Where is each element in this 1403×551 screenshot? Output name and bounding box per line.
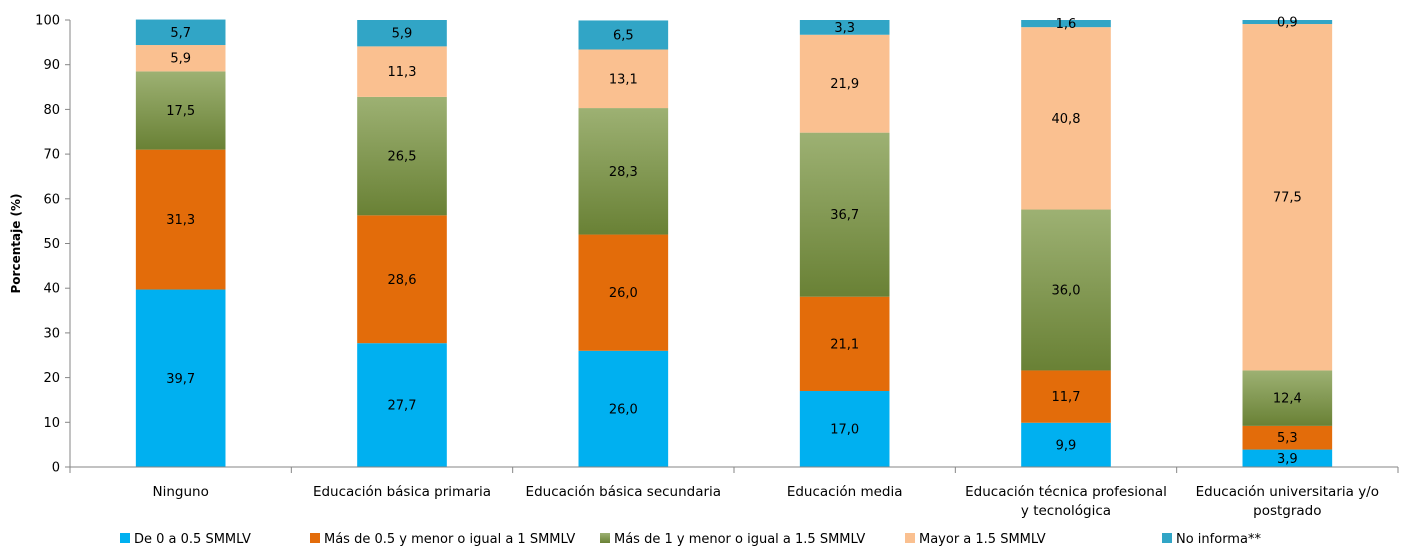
legend-swatch (600, 533, 610, 543)
y-tick-label: 70 (43, 148, 60, 163)
bar-segment-educacion-media-2 (799, 296, 890, 392)
data-label: 3,9 (1277, 452, 1298, 467)
x-category-label: Educación básica secundaria (526, 484, 722, 500)
bar-segment-educacion-universitaria-y-o-postgrado-3 (1242, 370, 1333, 426)
y-tick-label: 0 (52, 461, 60, 476)
data-label: 39,7 (166, 372, 195, 387)
data-label: 5,9 (170, 52, 191, 67)
data-label: 26,0 (609, 402, 638, 417)
data-label: 5,3 (1277, 431, 1298, 446)
legend-item: Más de 0.5 y menor o igual a 1 SMMLV (310, 532, 575, 547)
data-label: 11,3 (388, 65, 417, 80)
data-label: 36,0 (1052, 283, 1081, 298)
bar-segment-educacion-basica-primaria-4 (357, 46, 447, 97)
bar-segment-ninguno-4 (135, 45, 226, 72)
bar-segment-educacion-tecnica-profesional-y-tecnologica-2 (1021, 370, 1111, 423)
data-label: 31,3 (166, 213, 195, 228)
bar-segment-ninguno-5 (135, 19, 226, 46)
legend-label: Más de 1 y menor o igual a 1.5 SMMLV (614, 532, 865, 547)
bar-segment-ninguno-2 (135, 149, 226, 290)
data-label: 40,8 (1052, 112, 1081, 127)
x-category-label: Educación técnica profesional y tecnológi… (965, 484, 1167, 519)
data-label: 13,1 (609, 72, 638, 87)
data-label: 6,5 (613, 28, 634, 43)
data-label: 5,7 (170, 26, 191, 41)
data-label: 0,9 (1277, 16, 1298, 31)
bar-segment-educacion-tecnica-profesional-y-tecnologica-1 (1021, 422, 1111, 467)
data-label: 11,7 (1052, 390, 1081, 405)
bar-segment-educacion-basica-secundaria-3 (578, 108, 669, 235)
legend-label: De 0 a 0.5 SMMLV (134, 532, 251, 547)
data-label: 26,5 (388, 150, 417, 165)
bar-segment-ninguno-3 (135, 71, 226, 150)
bar-segment-educacion-basica-primaria-1 (357, 343, 447, 467)
y-tick-label: 90 (43, 58, 60, 73)
x-category-label: Educación básica primaria (313, 484, 491, 500)
data-label: 28,6 (388, 273, 417, 288)
bar-segment-educacion-universitaria-y-o-postgrado-4 (1242, 24, 1333, 371)
legend-item: Mayor a 1.5 SMMLV (905, 532, 1046, 547)
bar-segment-educacion-basica-secundaria-1 (578, 350, 669, 467)
legend-item: Más de 1 y menor o igual a 1.5 SMMLV (600, 532, 865, 547)
bar-segment-educacion-tecnica-profesional-y-tecnologica-4 (1021, 27, 1111, 210)
bar-segment-educacion-universitaria-y-o-postgrado-5 (1242, 20, 1333, 25)
bar-segment-educacion-tecnica-profesional-y-tecnologica-3 (1021, 209, 1111, 371)
data-label: 3,3 (834, 21, 855, 36)
bar-segment-educacion-universitaria-y-o-postgrado-1 (1242, 449, 1333, 467)
bar-segment-educacion-basica-primaria-3 (357, 96, 447, 216)
legend-label: No informa** (1176, 532, 1261, 547)
bar-segment-educacion-basica-secundaria-5 (578, 20, 669, 50)
legend-item: No informa** (1162, 532, 1261, 547)
bar-segment-educacion-basica-secundaria-2 (578, 234, 669, 351)
x-category-label: Ninguno (152, 484, 208, 500)
x-category-label: Educación universitaria y/o postgrado (1196, 484, 1379, 519)
data-label: 1,6 (1056, 17, 1077, 32)
legend-swatch (905, 533, 915, 543)
y-tick-label: 10 (43, 416, 60, 431)
y-tick-label: 40 (43, 282, 60, 297)
bar-segment-educacion-media-4 (799, 34, 890, 133)
data-label: 77,5 (1273, 191, 1302, 206)
legend-label: Más de 0.5 y menor o igual a 1 SMMLV (324, 532, 575, 547)
bar-segment-ninguno-1 (135, 289, 226, 467)
bar-segment-educacion-tecnica-profesional-y-tecnologica-5 (1021, 20, 1111, 28)
data-label: 27,7 (388, 399, 417, 414)
legend-swatch (1162, 533, 1172, 543)
data-label: 21,1 (830, 337, 859, 352)
data-label: 17,0 (830, 423, 859, 438)
data-label: 17,5 (166, 104, 195, 119)
y-axis-title: Porcentaje (%) (9, 193, 23, 293)
bar-segment-educacion-basica-secundaria-4 (578, 49, 669, 109)
data-label: 28,3 (609, 165, 638, 180)
bar-segment-educacion-media-5 (799, 20, 890, 35)
data-label: 21,9 (830, 77, 859, 92)
bar-segment-educacion-basica-primaria-2 (357, 215, 447, 344)
y-tick-label: 30 (43, 326, 60, 341)
bar-segment-educacion-basica-primaria-5 (357, 20, 447, 47)
bar-segment-educacion-media-3 (799, 132, 890, 297)
bar-segment-educacion-media-1 (799, 391, 890, 467)
legend-swatch (120, 533, 130, 543)
y-tick-label: 50 (43, 237, 60, 252)
data-label: 5,9 (392, 27, 413, 42)
bar-segment-educacion-universitaria-y-o-postgrado-2 (1242, 425, 1333, 450)
y-tick-label: 100 (35, 14, 60, 29)
legend-swatch (310, 533, 320, 543)
data-label: 26,0 (609, 286, 638, 301)
y-tick-label: 60 (43, 192, 60, 207)
data-label: 12,4 (1273, 392, 1302, 407)
data-label: 36,7 (830, 208, 859, 223)
data-label: 9,9 (1056, 438, 1077, 453)
legend-label: Mayor a 1.5 SMMLV (919, 532, 1046, 547)
y-tick-label: 80 (43, 103, 60, 118)
y-tick-label: 20 (43, 371, 60, 386)
legend-item: De 0 a 0.5 SMMLV (120, 532, 251, 547)
x-category-label: Educación media (787, 484, 903, 500)
